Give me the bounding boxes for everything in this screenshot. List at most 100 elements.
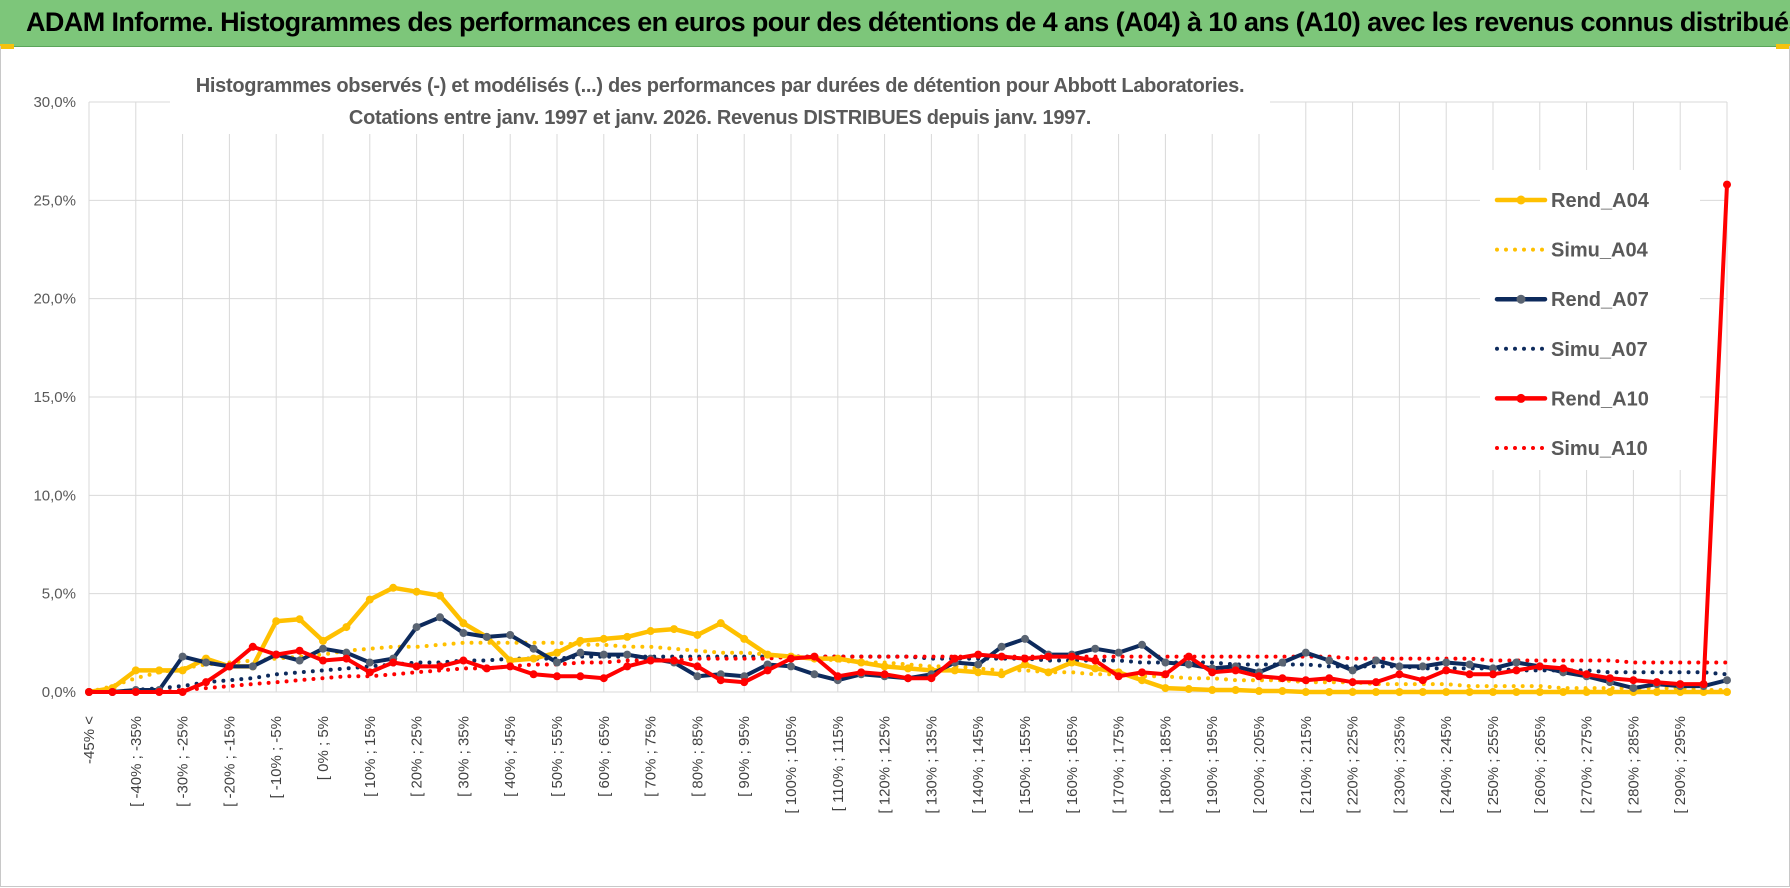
x-tick-label: [ 160% ; 165% [1064, 716, 1081, 814]
data-point [599, 634, 608, 643]
series-rend-a07 [85, 613, 1731, 696]
x-tick-label: [ 280% ; 285% [1625, 716, 1642, 814]
data-point [1231, 686, 1240, 695]
data-point [787, 662, 795, 671]
data-point [365, 668, 374, 677]
data-point [1067, 658, 1076, 667]
data-point [833, 654, 842, 663]
data-point [763, 660, 772, 669]
data-point [1021, 634, 1029, 643]
data-point [248, 662, 257, 671]
data-point [1255, 687, 1263, 696]
data-point [646, 627, 655, 636]
series-rend-a04 [85, 583, 1731, 696]
x-tick-label: [ 80% ; 85% [689, 716, 706, 797]
legend-label: Simu_A07 [1551, 339, 1648, 361]
data-point [1676, 688, 1685, 696]
data-point [997, 652, 1006, 661]
legend-label: Rend_A04 [1551, 190, 1650, 212]
data-point [1278, 674, 1287, 683]
data-point [974, 668, 983, 677]
data-point [1465, 670, 1474, 679]
data-point [1559, 664, 1568, 673]
chart-title-line2: Cotations entre janv. 1997 et janv. 2026… [349, 107, 1091, 129]
data-point [436, 662, 444, 671]
data-point [1652, 678, 1661, 687]
data-point [716, 670, 725, 679]
series-rend-a10 [85, 180, 1731, 696]
data-point [553, 672, 561, 681]
data-point [1629, 676, 1638, 685]
data-point [342, 654, 351, 663]
data-point [857, 658, 866, 667]
data-point [1395, 670, 1404, 679]
data-point [1278, 687, 1287, 696]
data-point [412, 587, 421, 596]
data-point [389, 583, 398, 592]
data-point [1465, 660, 1474, 669]
y-tick-label: 20,0% [33, 291, 76, 308]
data-point [576, 636, 585, 645]
data-point [950, 654, 959, 663]
x-tick-label: [ 50% ; 55% [549, 716, 566, 797]
x-tick-label: [ 60% ; 65% [596, 716, 613, 797]
data-point [693, 672, 702, 681]
data-point [319, 656, 327, 665]
data-point [787, 654, 795, 663]
x-tick-label: [ 190% ; 195% [1204, 716, 1221, 814]
x-tick-label: [ 230% ; 235% [1391, 716, 1408, 814]
data-point [670, 656, 678, 665]
data-point [248, 642, 257, 651]
y-axis-ticks: 0,0% 5,0% 10,0% 15,0% 20,0% 25,0% 30,0% [33, 94, 76, 701]
legend-label: Rend_A07 [1551, 289, 1649, 311]
data-point [1465, 688, 1474, 696]
x-tick-label: [ 150% ; 155% [1017, 716, 1034, 814]
data-point [740, 634, 749, 643]
legend-marker [1516, 393, 1526, 403]
data-point [1161, 658, 1170, 667]
legend-label: Rend_A10 [1551, 388, 1649, 410]
data-point [1582, 670, 1591, 679]
data-point [1489, 664, 1497, 673]
data-point [1255, 672, 1263, 681]
data-point [1723, 688, 1731, 696]
data-point [1489, 670, 1497, 679]
data-point [85, 688, 93, 696]
data-point [178, 666, 187, 675]
data-point [482, 664, 491, 673]
x-tick-label: [ 90% ; 95% [736, 716, 753, 797]
x-tick-label: [ -10% ; -5% [268, 716, 285, 799]
data-point [1044, 668, 1053, 677]
data-point [1512, 688, 1521, 696]
data-point [1512, 666, 1521, 675]
data-point [1325, 688, 1334, 696]
data-point [857, 668, 866, 677]
page-title: ADAM Informe. Histogrammes des performan… [26, 7, 1790, 37]
data-point [1559, 688, 1568, 696]
data-point [319, 636, 327, 645]
data-point [178, 652, 187, 661]
data-point [576, 648, 585, 657]
x-tick-label: [ 180% ; 185% [1157, 716, 1174, 814]
data-point [529, 654, 538, 663]
x-tick-label: [ 130% ; 135% [923, 716, 940, 814]
data-point [1021, 654, 1029, 663]
data-point [1208, 668, 1217, 677]
data-point [646, 656, 655, 665]
data-point [365, 595, 374, 604]
data-point [1699, 680, 1708, 689]
data-point [1723, 676, 1731, 685]
data-point [295, 646, 304, 655]
data-point [436, 613, 444, 622]
x-tick-label: [ 200% ; 205% [1251, 716, 1268, 814]
legend-marker [1516, 294, 1526, 304]
x-tick-label: [ 220% ; 225% [1345, 716, 1362, 814]
data-point [740, 678, 749, 687]
legend-label: Simu_A04 [1551, 240, 1649, 262]
data-point [529, 670, 538, 679]
data-point [1114, 648, 1123, 657]
data-point [553, 648, 561, 657]
y-tick-label: 15,0% [33, 389, 76, 406]
data-point [763, 650, 772, 659]
